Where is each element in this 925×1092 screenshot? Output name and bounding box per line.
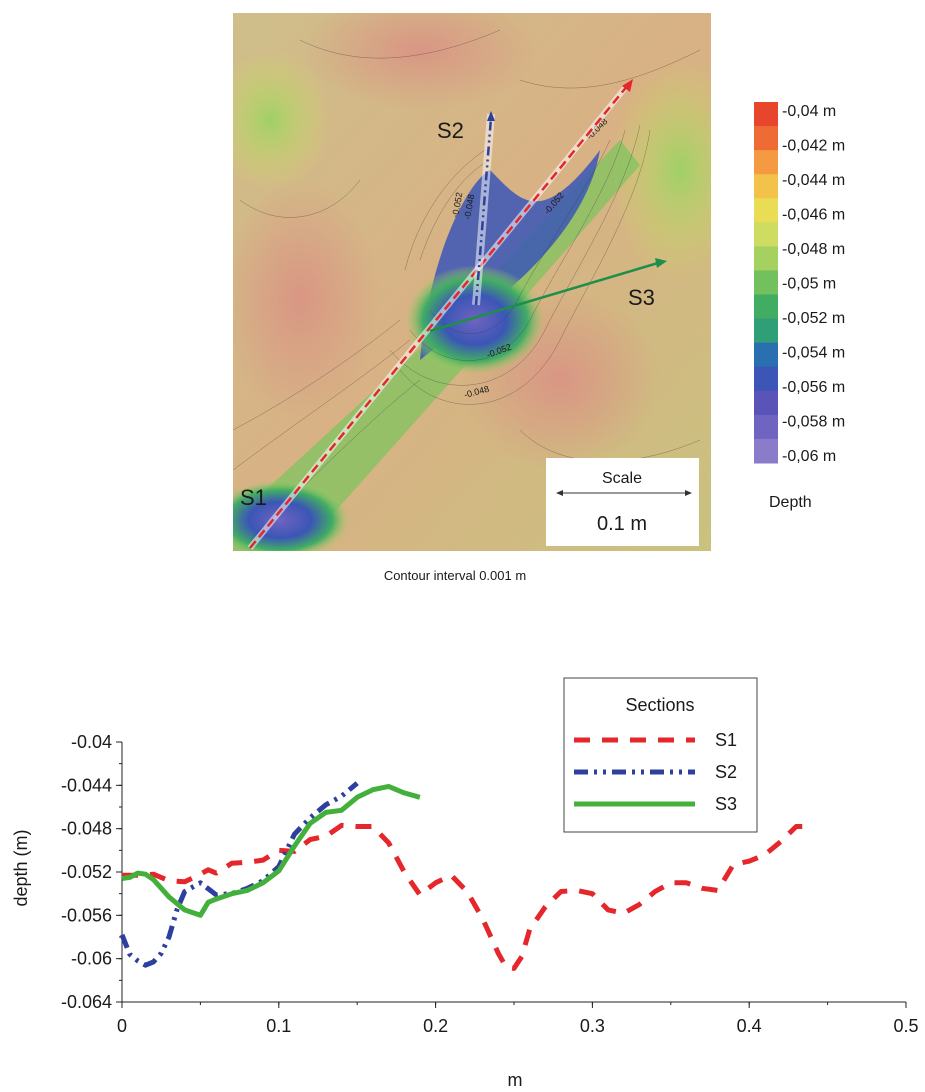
y-tick-label: -0.06 — [71, 949, 112, 969]
x-tick-label: 0.4 — [737, 1016, 762, 1036]
depth-colorbar: -0,04 m -0,042 m -0,044 m -0,046 m -0,048 m -… — [754, 102, 845, 465]
series-line-s2 — [119, 781, 359, 968]
legend-label-s2: S2 — [715, 762, 737, 782]
chart-axes: -0.04 -0.044 -0.048 -0.052 -0.056 -0.06 -0.064… — [61, 732, 919, 1036]
legend-label-s1: S1 — [715, 730, 737, 750]
x-tick-label: 0.5 — [893, 1016, 918, 1036]
scale-title: Scale — [602, 470, 642, 487]
map-low-area — [233, 50, 330, 190]
colorbar-tick-label: -0,046 m — [782, 207, 845, 224]
colorbar-swatch — [754, 438, 778, 464]
y-tick-label: -0.056 — [61, 905, 112, 925]
colorbar-swatch — [754, 390, 778, 416]
y-axis-label: depth (m) — [11, 829, 31, 906]
x-tick-label: 0.2 — [423, 1016, 448, 1036]
map-pit — [405, 265, 545, 375]
y-tick-label: -0.052 — [61, 862, 112, 882]
section-profile-chart: -0.04 -0.044 -0.048 -0.052 -0.056 -0.06 -0.064… — [11, 677, 919, 1090]
colorbar-tick-label: -0,042 m — [782, 138, 845, 155]
colorbar-tick-label: -0,054 m — [782, 345, 845, 362]
colorbar-swatch — [754, 198, 778, 223]
map-pit — [233, 480, 350, 551]
scale-arrow-right — [685, 490, 692, 496]
map-high-area — [233, 180, 380, 420]
colorbar-title: Depth — [769, 494, 812, 511]
series-line-s3 — [121, 783, 421, 918]
colorbar-swatch — [754, 414, 778, 440]
legend-label-s3: S3 — [715, 794, 737, 814]
series-line-s1 — [122, 822, 812, 971]
colorbar-swatch — [754, 222, 778, 247]
scale-box — [546, 458, 699, 546]
chart-legend: Sections S1 S2 S3 — [563, 677, 758, 833]
contour-label: -0.048 — [462, 193, 476, 220]
section-s3-line — [429, 261, 659, 333]
colorbar-swatch — [754, 342, 778, 368]
colorbar-swatch — [754, 102, 778, 127]
section-s3-arrowhead — [655, 258, 667, 268]
x-tick-label: 0.1 — [266, 1016, 291, 1036]
colorbar-tick-label: -0,044 m — [782, 172, 845, 189]
scale-value: 0.1 m — [597, 513, 647, 535]
contour-interval-caption: Contour interval 0.001 m — [384, 568, 526, 583]
colorbar-swatch — [754, 174, 778, 199]
x-tick-label: 0 — [117, 1016, 127, 1036]
section-label-s2: S2 — [437, 118, 464, 143]
depth-map: -0.052 -0.048 -0.052 -0.048 -0.052 -0.04… — [233, 13, 711, 551]
colorbar-tick-label: -0,048 m — [782, 241, 845, 258]
chart-series — [119, 781, 812, 971]
section-s1-line — [249, 84, 629, 549]
y-tick-label: -0.044 — [61, 775, 112, 795]
x-axis-label: m — [508, 1070, 523, 1090]
scale-arrow-left — [556, 490, 563, 496]
colorbar-swatch — [754, 270, 778, 296]
colorbar-tick-label: -0,06 m — [782, 448, 836, 465]
contour-label: -0.052 — [450, 191, 464, 218]
y-tick-label: -0.064 — [61, 992, 112, 1012]
colorbar-tick-label: -0,05 m — [782, 276, 836, 293]
section-s1-arrowhead — [622, 79, 633, 92]
colorbar-tick-label: -0,056 m — [782, 379, 845, 396]
colorbar-tick-label: -0,04 m — [782, 103, 836, 120]
section-s2-arrowhead — [487, 111, 495, 121]
section-label-s3: S3 — [628, 285, 655, 310]
colorbar-tick-label: -0,058 m — [782, 414, 845, 431]
colorbar-swatch — [754, 294, 778, 320]
colorbar-swatch — [754, 318, 778, 344]
section-label-s1: S1 — [240, 485, 267, 510]
colorbar-swatch — [754, 126, 778, 151]
section-s2-line — [474, 117, 493, 306]
y-tick-label: -0.04 — [71, 732, 112, 752]
colorbar-swatch — [754, 366, 778, 392]
colorbar-swatch — [754, 246, 778, 271]
x-tick-label: 0.3 — [580, 1016, 605, 1036]
contour-lines — [233, 29, 701, 541]
legend-title: Sections — [625, 695, 694, 715]
colorbar-swatch — [754, 150, 778, 175]
map-high-area — [300, 13, 540, 110]
map-low-area — [610, 60, 711, 280]
colorbar-tick-label: -0,052 m — [782, 310, 845, 327]
y-tick-label: -0.048 — [61, 819, 112, 839]
